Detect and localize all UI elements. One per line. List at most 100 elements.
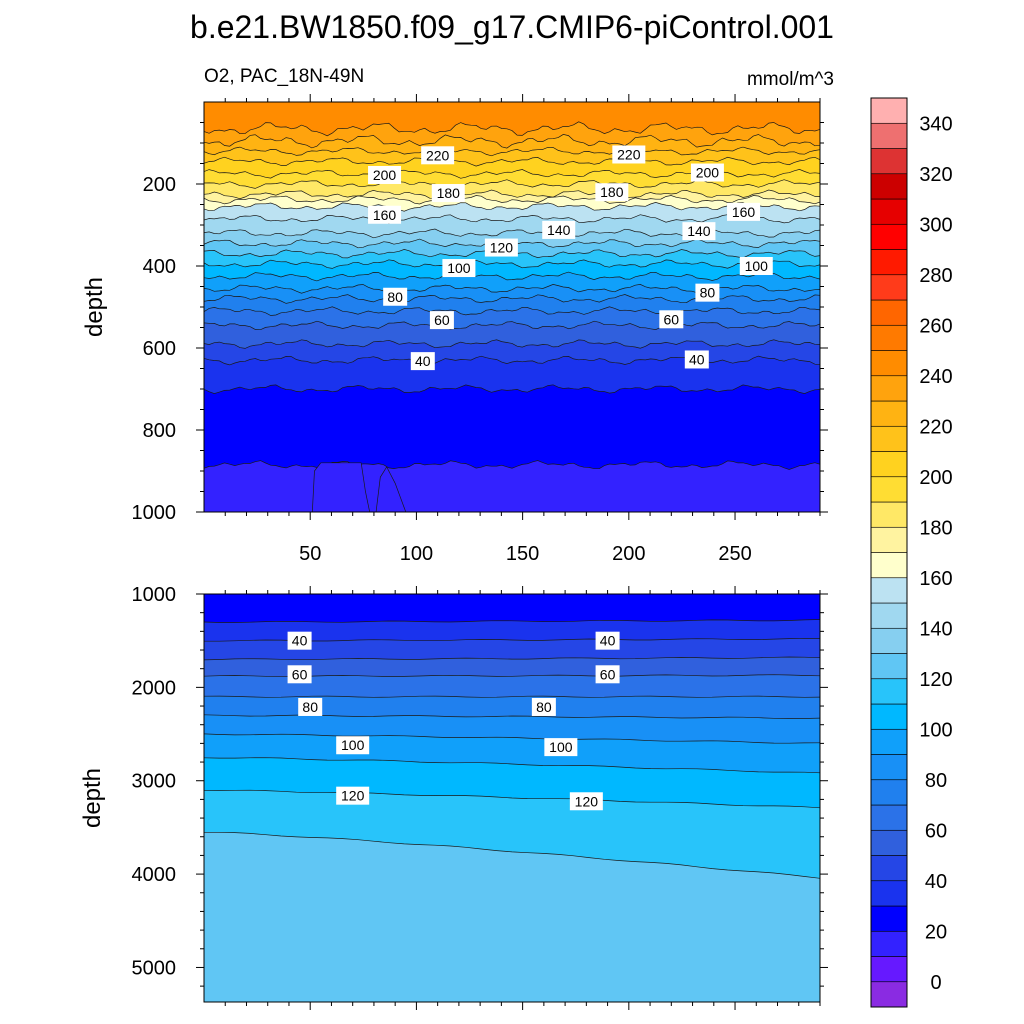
contour-label: 60 [292,666,308,682]
contour-line [204,179,820,189]
contour-label: 60 [664,311,680,327]
colorbar-swatch [870,905,908,932]
y-tick-label: 800 [143,420,176,442]
contour-label-box [336,786,370,805]
colorbar-swatch [870,627,908,654]
contour-line [204,121,820,137]
colorbar-swatch [870,880,908,907]
contour-line [204,339,820,349]
contour-label-box [442,259,476,278]
colorbar-swatch [870,198,908,225]
contour-line [204,789,820,809]
contour-label-box [595,665,620,684]
colorbar-swatch [870,779,908,806]
colorbar-swatch [870,956,908,983]
colorbar-swatch [870,602,908,629]
contour-label: 160 [373,207,397,223]
contour-label-box [695,283,720,302]
contour-label: 140 [547,222,571,238]
panel-title-right: mmol/m^3 [747,69,834,90]
x-tick-label: 150 [506,543,539,565]
top-fills [204,102,820,512]
colorbar-swatch [870,223,908,250]
colorbar-tick-label: 40 [925,871,947,893]
colorbar-swatch [870,425,908,452]
colorbar-swatch [870,148,908,175]
contour-line [204,831,820,879]
y-tick-label: 1000 [132,502,177,524]
contour-line [204,134,820,149]
colorbar-swatch [870,173,908,200]
contour-label-box [431,184,465,203]
colorbar-tick-label: 120 [919,669,952,691]
contour-label-box [727,202,761,221]
colorbar-swatch [870,97,908,124]
contour-label-box [298,697,323,716]
colorbar: 0 20 40 60 80 100 120 140 160 180 200 220 240 260 280 3… [870,97,953,1008]
colorbar-tick-label: 300 [919,214,952,236]
colorbar-tick-label: 140 [919,618,952,640]
colorbar-swatch [870,299,908,326]
contour-label-box [595,183,629,202]
contour-line [204,733,820,744]
contour-label: 60 [600,666,616,682]
contour-label: 100 [341,737,365,753]
colorbar-swatch [870,249,908,276]
x-tick-label: 50 [299,543,321,565]
contour-line [204,320,820,331]
contour-line [204,271,820,282]
contour-label-box [544,738,578,757]
bottom-fills [204,594,820,1002]
contour-label: 80 [536,699,552,715]
contour-label-box [531,697,556,716]
colorbar-tick-label: 0 [930,972,941,994]
colorbar-tick-label: 180 [919,517,952,539]
colorbar-swatch [870,451,908,478]
bottom-panel: 1000 2000 3000 4000 5000 depth 40 40 60 60 80 80 100… [79,584,828,1010]
contour-line [204,460,820,470]
y-tick-label: 1000 [132,584,177,606]
contour-label: 200 [373,167,397,183]
colorbar-tick-label: 100 [919,719,952,741]
contour-label-box [690,163,724,182]
colorbar-tick-label: 200 [919,467,952,489]
contour-label: 120 [575,793,599,809]
y-tick-label: 5000 [132,957,177,979]
colorbar-swatch [870,728,908,755]
contour-label-box [287,631,312,650]
colorbar-swatch [870,754,908,781]
colorbar-swatch [870,122,908,149]
contour-label-box [368,205,402,224]
contour-label-box [429,311,454,330]
panel-title-left: O2, PAC_18N-49N [204,66,364,87]
contour-label: 80 [302,699,318,715]
contour-line [204,757,820,774]
contour-line [204,695,820,698]
contour-label: 160 [732,204,756,220]
contour-line [204,146,820,157]
colorbar-tick-label: 320 [919,164,952,186]
contour-fill-band [204,832,820,1002]
low-oxygen-patch [311,462,371,512]
contour-line [204,189,820,200]
contour-label: 40 [600,633,616,649]
contour-label: 80 [387,289,403,305]
colorbar-tick-label: 280 [919,265,952,287]
contour-label-box [595,631,620,650]
colorbar-tick-label: 340 [919,113,952,135]
y-tick-label: 3000 [132,771,177,793]
y-axis-label: depth [79,768,106,828]
low-oxygen-patch [375,466,407,512]
contour-label: 120 [490,240,514,256]
colorbar-swatch [870,552,908,579]
colorbar-swatch [870,829,908,856]
top-panel: 200 400 600 800 1000 50 100 150 200 250 depth 220 22… [81,94,828,565]
contour-line [204,384,820,394]
colorbar-swatch [870,930,908,957]
colorbar-swatch [870,400,908,427]
y-tick-label: 200 [143,174,176,196]
colorbar-swatch [870,501,908,528]
y-tick-label: 2000 [132,677,177,699]
contour-label: 100 [745,258,769,274]
colorbar-tick-label: 160 [919,568,952,590]
